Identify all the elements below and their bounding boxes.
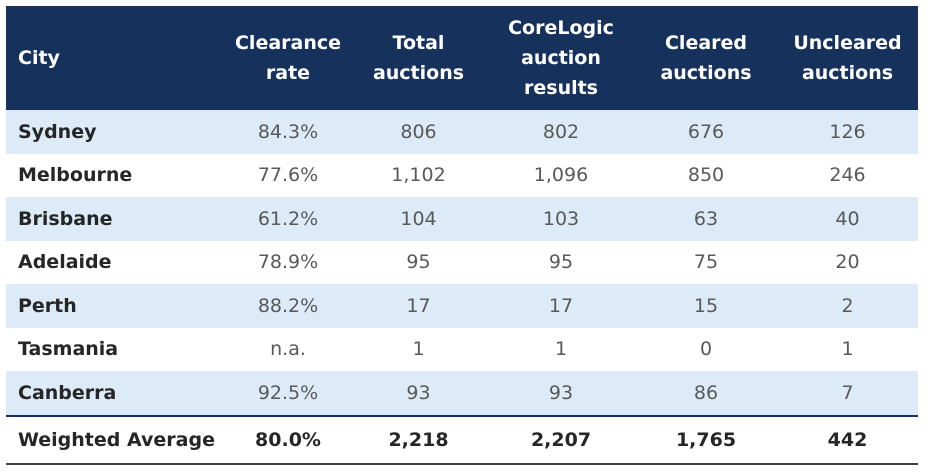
cell-city: Canberra bbox=[6, 371, 226, 416]
header-line: rate bbox=[265, 62, 311, 84]
table-row: Brisbane 61.2% 104 103 63 40 bbox=[6, 197, 918, 241]
cell-total-auctions: 806 bbox=[350, 110, 487, 154]
header-line: Total bbox=[392, 32, 445, 54]
cell-city: Sydney bbox=[6, 110, 226, 154]
header-total-auctions: Total auctions bbox=[350, 6, 487, 110]
cell-uncleared-auctions: 1 bbox=[841, 338, 854, 361]
table-row: Perth 88.2% 17 17 15 2 bbox=[6, 284, 918, 328]
cell-clearance-rate: 61.2% bbox=[226, 197, 350, 241]
header-line: auctions bbox=[372, 62, 465, 84]
cell-clearance-rate: n.a. bbox=[270, 338, 306, 361]
header-uncleared-auctions: Uncleared auctions bbox=[777, 6, 918, 110]
table-footer: Weighted Average 80.0% 2,218 2,207 1,765… bbox=[6, 414, 918, 465]
cell-total-auctions: 95 bbox=[406, 251, 431, 274]
cell-total-auctions: 1 bbox=[412, 338, 425, 361]
table-row: Canberra 92.5% 93 93 86 7 bbox=[6, 371, 918, 416]
header-corelogic-results: CoreLogic auction results bbox=[487, 6, 635, 110]
cell-corelogic-results: 1,096 bbox=[533, 164, 589, 187]
cell-city: Adelaide bbox=[18, 251, 112, 274]
header-line: auctions bbox=[801, 62, 894, 84]
cell-uncleared-auctions: 126 bbox=[777, 110, 918, 154]
cell-total-auctions: 93 bbox=[350, 371, 487, 416]
cell-uncleared-auctions: 442 bbox=[777, 414, 918, 465]
header-city: City bbox=[6, 6, 226, 110]
cell-corelogic-results: 95 bbox=[548, 251, 574, 274]
table-row: Melbourne 77.6% 1,102 1,096 850 246 bbox=[6, 154, 918, 198]
cell-corelogic-results: 2,207 bbox=[487, 414, 635, 465]
cell-corelogic-results: 103 bbox=[487, 197, 635, 241]
header-line: Clearance bbox=[234, 32, 342, 54]
cell-clearance-rate: 77.6% bbox=[257, 164, 319, 187]
cell-total-auctions: 2,218 bbox=[350, 414, 487, 465]
auction-results-table-container: City Clearance rate Total auctions CoreL… bbox=[6, 6, 918, 465]
cell-city: Perth bbox=[6, 284, 226, 328]
cell-cleared-auctions: 15 bbox=[635, 284, 777, 328]
cell-total-auctions: 1,102 bbox=[391, 164, 446, 187]
cell-cleared-auctions: 63 bbox=[635, 197, 777, 241]
cell-uncleared-auctions: 20 bbox=[835, 251, 860, 274]
table-row: Adelaide 78.9% 95 95 75 20 bbox=[6, 241, 918, 285]
header-line: results bbox=[524, 77, 598, 99]
header-row: City Clearance rate Total auctions CoreL… bbox=[6, 6, 918, 110]
header-line: auction bbox=[521, 47, 601, 69]
header-line: CoreLogic bbox=[508, 17, 614, 39]
cell-corelogic-results: 93 bbox=[487, 371, 635, 416]
cell-corelogic-results: 17 bbox=[487, 284, 635, 328]
header-clearance-rate: Clearance rate bbox=[226, 6, 350, 110]
cell-clearance-rate: 92.5% bbox=[226, 371, 350, 416]
table-body: Sydney 84.3% 806 802 676 126 Melbourne 7… bbox=[6, 110, 918, 416]
table-row: Tasmania n.a. 1 1 0 1 bbox=[6, 328, 918, 372]
cell-cleared-auctions: 850 bbox=[687, 164, 725, 187]
auction-results-table: City Clearance rate Total auctions CoreL… bbox=[6, 6, 918, 465]
weighted-average-row: Weighted Average 80.0% 2,218 2,207 1,765… bbox=[6, 414, 918, 465]
header-line: auctions bbox=[660, 62, 752, 84]
cell-uncleared-auctions: 246 bbox=[829, 164, 866, 187]
cell-corelogic-results: 1 bbox=[554, 338, 568, 361]
cell-total-auctions: 17 bbox=[350, 284, 487, 328]
header-line: Uncleared bbox=[793, 32, 902, 54]
cell-corelogic-results: 802 bbox=[487, 110, 635, 154]
cell-cleared-auctions: 676 bbox=[635, 110, 777, 154]
cell-uncleared-auctions: 2 bbox=[777, 284, 918, 328]
cell-cleared-auctions: 0 bbox=[699, 338, 713, 361]
cell-cleared-auctions: 75 bbox=[693, 251, 719, 274]
cell-total-auctions: 104 bbox=[350, 197, 487, 241]
table-header: City Clearance rate Total auctions CoreL… bbox=[6, 6, 918, 110]
cell-city: Brisbane bbox=[6, 197, 226, 241]
cell-uncleared-auctions: 40 bbox=[777, 197, 918, 241]
cell-clearance-rate: 80.0% bbox=[226, 414, 350, 465]
cell-city: Weighted Average bbox=[6, 414, 226, 465]
cell-cleared-auctions: 86 bbox=[635, 371, 777, 416]
header-cleared-auctions: Cleared auctions bbox=[635, 6, 777, 110]
cell-cleared-auctions: 1,765 bbox=[635, 414, 777, 465]
cell-city: Tasmania bbox=[18, 338, 119, 361]
header-line: Cleared bbox=[664, 32, 748, 54]
cell-city: Melbourne bbox=[18, 164, 133, 187]
cell-clearance-rate: 78.9% bbox=[257, 251, 319, 274]
table-row: Sydney 84.3% 806 802 676 126 bbox=[6, 110, 918, 154]
cell-clearance-rate: 88.2% bbox=[226, 284, 350, 328]
cell-clearance-rate: 84.3% bbox=[226, 110, 350, 154]
cell-uncleared-auctions: 7 bbox=[777, 371, 918, 416]
